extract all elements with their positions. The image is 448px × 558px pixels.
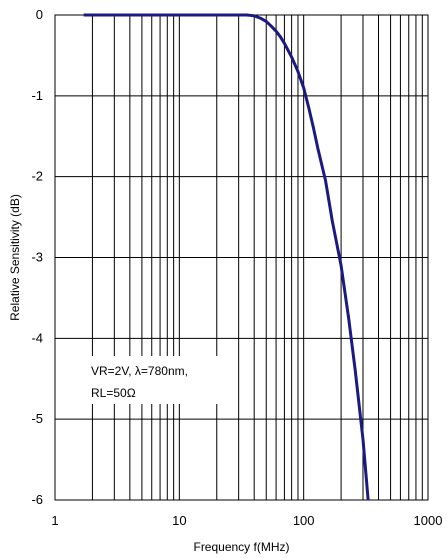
x-tick-labels: 1 10 100 1000 <box>51 513 442 528</box>
x-tick-label: 10 <box>172 513 186 528</box>
y-axis-label: Relative Sensitivity (dB) <box>8 194 22 321</box>
y-tick-label: 0 <box>36 7 43 22</box>
series-layer <box>83 13 370 501</box>
y-tick-label: -4 <box>31 330 43 345</box>
grid <box>55 15 428 500</box>
annotation-line-2: RL=50Ω <box>91 386 136 400</box>
x-tick-label: 100 <box>293 513 315 528</box>
x-tick-label: 1000 <box>414 513 443 528</box>
y-tick-label: -1 <box>31 88 43 103</box>
annotation-line-1: VR=2V, λ=780nm, <box>91 364 188 378</box>
y-tick-label: -6 <box>31 492 43 507</box>
series-line-0 <box>83 13 370 501</box>
annotation-background <box>83 356 235 404</box>
x-tick-label: 1 <box>51 513 58 528</box>
y-tick-label: -2 <box>31 169 43 184</box>
y-tick-labels: 0 -1 -2 -3 -4 -5 -6 <box>31 7 43 507</box>
y-tick-label: -5 <box>31 411 43 426</box>
y-tick-label: -3 <box>31 250 43 265</box>
annotation-box: VR=2V, λ=780nm, RL=50Ω <box>83 356 235 404</box>
x-axis-label: Frequency f(MHz) <box>193 540 289 554</box>
